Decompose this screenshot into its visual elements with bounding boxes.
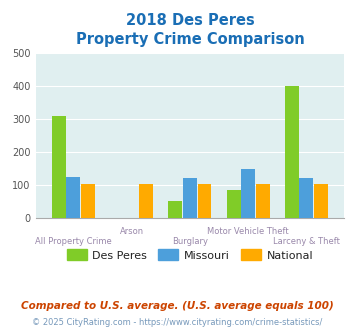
Bar (314, 184, 328, 218)
Bar (226, 190, 241, 218)
Bar (66, 177, 80, 218)
Text: Burglary: Burglary (172, 237, 208, 246)
Bar (183, 178, 197, 218)
Bar (300, 178, 313, 218)
Title: 2018 Des Peres
Property Crime Comparison: 2018 Des Peres Property Crime Comparison (76, 13, 304, 48)
Text: Motor Vehicle Theft: Motor Vehicle Theft (207, 227, 289, 236)
Bar (168, 201, 182, 218)
Bar (197, 184, 212, 218)
Bar (285, 86, 299, 218)
Bar (81, 184, 95, 218)
Text: Larceny & Theft: Larceny & Theft (273, 237, 340, 246)
Bar (139, 184, 153, 218)
Legend: Des Peres, Missouri, National: Des Peres, Missouri, National (62, 245, 317, 265)
Text: Arson: Arson (120, 227, 144, 236)
Text: © 2025 CityRating.com - https://www.cityrating.com/crime-statistics/: © 2025 CityRating.com - https://www.city… (32, 318, 323, 327)
Text: All Property Crime: All Property Crime (35, 237, 112, 246)
Bar (241, 169, 255, 218)
Bar (256, 184, 270, 218)
Bar (52, 115, 66, 218)
Text: Compared to U.S. average. (U.S. average equals 100): Compared to U.S. average. (U.S. average … (21, 301, 334, 311)
